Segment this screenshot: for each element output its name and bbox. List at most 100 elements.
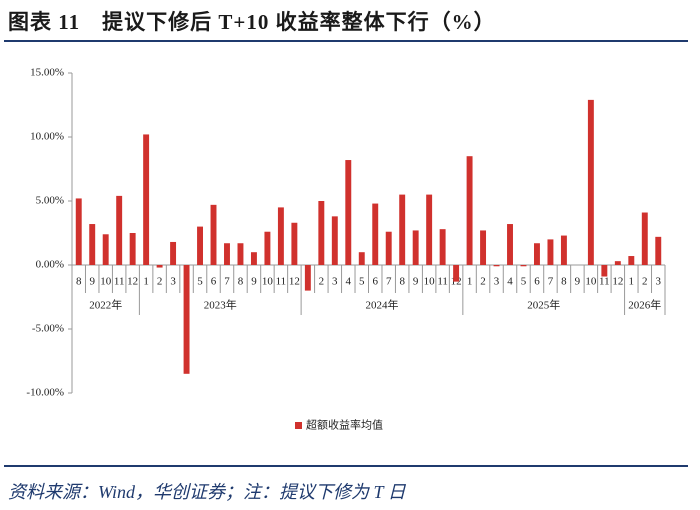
bar — [291, 222, 298, 265]
bar — [318, 201, 325, 265]
y-tick-label: 5.00% — [36, 195, 64, 207]
bar — [453, 265, 460, 282]
bar — [224, 243, 230, 265]
bar — [156, 265, 163, 268]
x-tick-label: 2 — [319, 276, 325, 288]
bar — [197, 226, 203, 265]
x-tick-label: 12 — [289, 276, 300, 288]
bar — [304, 265, 311, 291]
bar — [372, 203, 379, 265]
bar — [439, 229, 446, 265]
bar — [507, 224, 513, 265]
group-label: 2023年 — [204, 298, 237, 312]
title-rule — [4, 40, 688, 42]
bar — [102, 234, 109, 265]
chart-title: 图表 11 提议下修后 T+10 收益率整体下行（%） — [8, 10, 496, 34]
bar — [277, 207, 284, 265]
x-tick-label: 3 — [656, 276, 662, 288]
x-tick-label: 10 — [585, 276, 597, 288]
bar — [143, 134, 150, 265]
x-tick-label: 6 — [534, 276, 540, 288]
x-tick-label: 9 — [251, 276, 257, 288]
x-tick-label: 1 — [467, 276, 473, 288]
x-tick-label: 6 — [372, 276, 378, 288]
bar — [628, 256, 635, 265]
bar — [493, 265, 500, 267]
bar — [264, 231, 271, 265]
x-tick-label: 12 — [612, 276, 623, 288]
bar — [560, 235, 567, 265]
bar — [466, 156, 473, 265]
x-tick-label: 9 — [575, 276, 581, 288]
bar — [89, 224, 96, 265]
bar — [641, 212, 648, 265]
x-tick-label: 8 — [238, 276, 244, 288]
bar — [547, 239, 554, 265]
group-label: 2022年 — [89, 298, 122, 312]
bar — [250, 252, 257, 265]
x-tick-label: 7 — [386, 276, 392, 288]
x-tick-label: 11 — [437, 276, 448, 288]
group-label: 2025年 — [527, 298, 560, 312]
x-tick-label: 3 — [494, 276, 500, 288]
bar — [426, 194, 433, 265]
bar — [116, 195, 123, 265]
x-tick-label: 10 — [100, 276, 112, 288]
source-note: 资料来源：Wind，华创证券；注：提议下修为 T 日 — [8, 482, 406, 502]
bar — [412, 230, 419, 265]
y-tick-label: 0.00% — [36, 259, 64, 271]
y-tick-label: -10.00% — [26, 387, 64, 399]
bar — [170, 241, 177, 265]
bar — [129, 233, 136, 265]
bar — [345, 160, 352, 265]
x-tick-label: 1 — [629, 276, 635, 288]
x-tick-label: 8 — [76, 276, 82, 288]
footer-rule — [4, 465, 688, 467]
y-tick-label: 15.00% — [30, 67, 64, 79]
x-tick-label: 7 — [548, 276, 554, 288]
bar — [480, 230, 487, 265]
x-tick-label: 5 — [521, 276, 527, 288]
x-tick-label: 6 — [211, 276, 217, 288]
bar — [601, 265, 608, 277]
x-tick-label: 7 — [224, 276, 230, 288]
x-tick-label: 10 — [262, 276, 274, 288]
x-tick-label: 4 — [507, 276, 513, 288]
bar — [331, 216, 338, 265]
x-tick-label: 1 — [143, 276, 149, 288]
x-tick-label: 3 — [332, 276, 338, 288]
x-tick-label: 2 — [157, 276, 163, 288]
bar — [534, 243, 540, 265]
x-tick-label: 8 — [399, 276, 405, 288]
y-tick-label: 10.00% — [30, 131, 64, 143]
x-tick-label: 2 — [642, 276, 648, 288]
bar — [520, 265, 527, 267]
x-tick-label: 2 — [480, 276, 486, 288]
legend-label: 超额收益率均值 — [306, 418, 383, 432]
bar — [358, 252, 365, 265]
bar — [655, 236, 662, 265]
bar — [614, 261, 621, 265]
x-tick-label: 8 — [561, 276, 567, 288]
x-tick-label: 4 — [346, 276, 352, 288]
x-tick-label: 5 — [197, 276, 203, 288]
x-tick-label: 12 — [127, 276, 138, 288]
bar — [399, 194, 406, 265]
x-tick-label: 11 — [114, 276, 125, 288]
bar — [75, 198, 82, 265]
bar — [210, 204, 217, 265]
group-label: 2026年 — [628, 298, 661, 312]
x-tick-label: 10 — [424, 276, 436, 288]
y-tick-label: -5.00% — [32, 323, 64, 335]
group-label: 2024年 — [365, 298, 398, 312]
bar — [587, 99, 594, 265]
x-tick-label: 9 — [413, 276, 419, 288]
bar — [385, 231, 392, 265]
legend-swatch — [295, 422, 302, 429]
x-tick-label: 5 — [359, 276, 365, 288]
bar — [237, 243, 244, 265]
bar — [183, 265, 190, 374]
x-tick-label: 11 — [276, 276, 287, 288]
